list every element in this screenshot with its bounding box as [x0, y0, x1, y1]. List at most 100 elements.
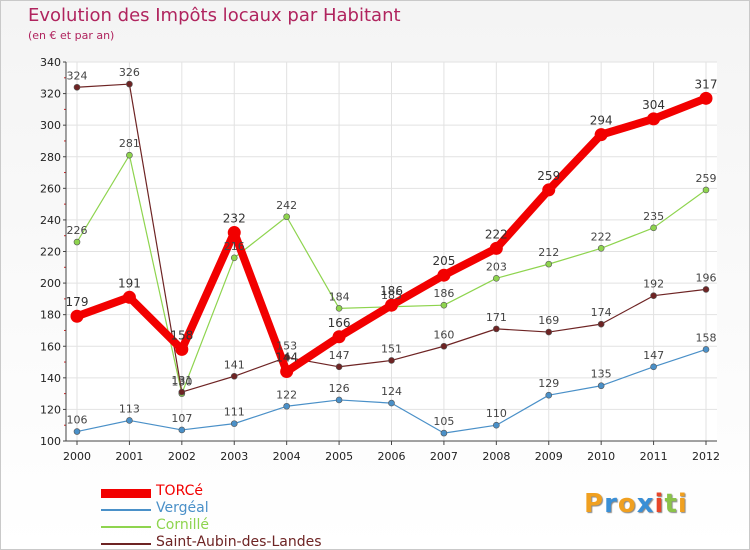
legend-label: Cornillé — [156, 517, 210, 533]
y-tick-label: 140 — [40, 372, 61, 385]
data-label-cornill-: 259 — [696, 172, 717, 185]
data-label-saint-aubin-des-landes: 147 — [329, 349, 350, 362]
data-point-verg-al — [73, 428, 81, 435]
data-point-verg-al — [388, 399, 395, 407]
data-point-torc- — [122, 290, 136, 304]
data-label-torc-: 166 — [328, 316, 351, 330]
data-point-verg-al — [178, 426, 186, 434]
data-label-torc-: 179 — [66, 295, 89, 309]
y-tick-label: 200 — [40, 277, 61, 290]
data-point-saint-aubin-des-landes — [388, 357, 395, 364]
y-tick-label: 280 — [40, 151, 61, 164]
data-point-cornill- — [335, 305, 343, 312]
data-label-verg-al: 105 — [433, 415, 454, 428]
data-point-cornill- — [650, 224, 657, 232]
legend-label: Saint-Aubin-des-Landes — [156, 534, 322, 550]
data-point-cornill- — [545, 260, 553, 268]
data-point-torc- — [699, 91, 713, 105]
y-tick-label: 320 — [40, 88, 61, 101]
data-point-torc- — [227, 226, 241, 240]
data-label-cornill-: 242 — [276, 199, 297, 212]
y-tick-label: 160 — [40, 340, 61, 353]
data-label-cornill-: 184 — [329, 290, 350, 303]
data-label-saint-aubin-des-landes: 324 — [67, 69, 88, 82]
data-point-verg-al — [545, 391, 553, 399]
data-label-cornill-: 235 — [643, 210, 664, 223]
data-label-torc-: 191 — [118, 276, 141, 290]
data-label-cornill-: 203 — [486, 260, 507, 273]
x-tick-label: 2004 — [273, 450, 301, 463]
data-point-torc- — [542, 183, 556, 197]
data-label-verg-al: 122 — [276, 388, 297, 401]
data-point-torc- — [332, 330, 346, 344]
data-point-verg-al — [335, 396, 343, 404]
y-tick-label: 340 — [40, 56, 61, 69]
data-point-torc- — [647, 112, 661, 126]
x-tick-label: 2006 — [378, 450, 406, 463]
data-label-saint-aubin-des-landes: 196 — [696, 271, 717, 284]
data-label-cornill-: 281 — [119, 137, 140, 150]
data-label-saint-aubin-des-landes: 153 — [276, 339, 297, 352]
y-tick-label: 220 — [40, 246, 61, 259]
logo-letter: x — [636, 489, 655, 519]
data-point-verg-al — [440, 429, 448, 437]
legend-swatch — [101, 543, 151, 545]
x-tick-label: 2000 — [63, 450, 91, 463]
x-tick-label: 2010 — [587, 450, 615, 463]
data-label-verg-al: 158 — [696, 331, 717, 344]
data-label-cornill-: 216 — [224, 240, 245, 253]
data-point-torc- — [385, 298, 398, 312]
legend-swatch — [101, 509, 151, 511]
data-label-saint-aubin-des-landes: 174 — [591, 306, 612, 319]
data-point-torc- — [594, 128, 608, 142]
chart-title: Evolution des Impôts locaux par Habitant — [28, 5, 401, 26]
data-point-saint-aubin-des-landes — [335, 363, 343, 371]
data-point-cornill- — [283, 213, 290, 221]
data-point-torc- — [175, 342, 189, 356]
x-tick-label: 2001 — [115, 450, 143, 463]
data-label-torc-: 144 — [275, 351, 298, 365]
data-label-saint-aubin-des-landes: 171 — [486, 311, 507, 324]
data-label-verg-al: 124 — [381, 385, 402, 398]
data-point-cornill- — [73, 238, 81, 246]
data-point-saint-aubin-des-landes — [493, 325, 500, 333]
data-point-verg-al — [230, 420, 238, 427]
data-point-saint-aubin-des-landes — [126, 80, 133, 88]
data-point-verg-al — [650, 363, 657, 371]
data-label-torc-: 205 — [432, 254, 455, 268]
proxiti-logo: Proxiti — [584, 489, 688, 519]
logo-letter: r — [604, 489, 618, 519]
chart-subtitle: (en € et par an) — [28, 29, 115, 42]
data-label-torc-: 294 — [590, 114, 613, 128]
x-tick-label: 2007 — [430, 450, 458, 463]
data-label-torc-: 222 — [485, 227, 508, 241]
y-tick-label: 240 — [40, 214, 61, 227]
data-label-verg-al: 126 — [329, 382, 350, 395]
data-point-saint-aubin-des-landes — [230, 372, 238, 380]
logo-letter: t — [664, 489, 678, 519]
data-point-verg-al — [702, 346, 710, 353]
logo-letter: P — [584, 489, 605, 519]
data-label-saint-aubin-des-landes: 160 — [433, 328, 454, 341]
data-label-verg-al: 107 — [171, 412, 192, 425]
data-label-torc-: 232 — [223, 212, 246, 226]
data-label-verg-al: 147 — [643, 349, 664, 362]
legend-swatch — [101, 526, 151, 528]
y-tick-label: 300 — [40, 119, 61, 132]
data-point-saint-aubin-des-landes — [702, 286, 710, 293]
data-label-cornill-: 186 — [433, 287, 454, 300]
data-point-verg-al — [493, 421, 500, 429]
data-label-torc-: 259 — [537, 169, 560, 183]
x-tick-label: 2005 — [325, 450, 353, 463]
data-point-saint-aubin-des-landes — [597, 320, 605, 328]
x-tick-label: 2003 — [220, 450, 248, 463]
data-point-saint-aubin-des-landes — [545, 328, 553, 336]
x-tick-label: 2012 — [692, 450, 720, 463]
y-tick-label: 100 — [40, 435, 61, 448]
data-point-cornill- — [493, 275, 500, 282]
y-tick-label: 120 — [40, 403, 61, 416]
data-label-verg-al: 110 — [486, 407, 507, 420]
data-label-cornill-: 222 — [591, 230, 612, 243]
data-point-verg-al — [597, 382, 605, 390]
